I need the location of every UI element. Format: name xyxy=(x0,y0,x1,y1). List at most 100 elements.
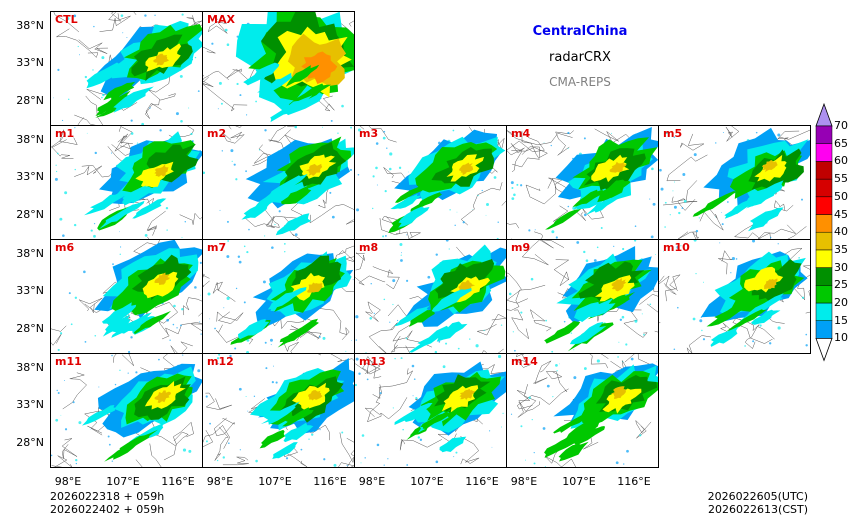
panel-label: m4 xyxy=(511,127,531,140)
radar-map xyxy=(51,126,202,239)
lat-tick-label: 38°N xyxy=(16,133,44,146)
panel-label: m9 xyxy=(511,241,531,254)
radar-map xyxy=(356,126,506,239)
variable-title: radarCRX xyxy=(549,50,611,65)
map-panel-m7: m7 xyxy=(202,239,355,354)
lon-tick-label: 98°E xyxy=(54,475,82,488)
colorbar-bin xyxy=(815,231,833,251)
lon-tick-label: 116°E xyxy=(313,475,347,488)
colorbar-level-label: 20 xyxy=(834,296,848,309)
valid-cst: 2026022613(CST) xyxy=(708,503,808,516)
lon-tick-label: 116°E xyxy=(617,475,651,488)
lon-tick-label: 107°E xyxy=(410,475,444,488)
lat-tick-label: 28°N xyxy=(16,94,44,107)
lat-tick-label: 28°N xyxy=(16,322,44,335)
map-panel-m5: m5 xyxy=(658,125,811,240)
map-panel-m14: m14 xyxy=(506,353,659,468)
colorbar-bin xyxy=(815,125,833,144)
colorbar-level-label: 15 xyxy=(834,313,848,327)
panel-label: CTL xyxy=(55,13,78,26)
map-panel-m1: m1 xyxy=(50,125,203,240)
radar-map xyxy=(53,12,202,125)
lat-tick-label: 33°N xyxy=(16,56,44,69)
radar-map xyxy=(659,240,810,353)
panel-label: m13 xyxy=(359,355,386,368)
init-time: 2026022318 + 059h 2026022402 + 059h xyxy=(50,490,164,516)
region-title: CentralChina xyxy=(532,24,628,39)
radar-map xyxy=(203,354,354,467)
colorbar-bin xyxy=(815,196,833,215)
colorbar-level-label: 10 xyxy=(834,331,848,345)
lat-tick-label: 38°N xyxy=(16,247,44,260)
radar-map xyxy=(659,126,810,239)
colorbar-level-label: 25 xyxy=(834,278,848,292)
valid-utc: 2026022605(UTC) xyxy=(707,490,808,503)
panel-label: MAX xyxy=(207,13,235,26)
lon-tick-label: 116°E xyxy=(161,475,195,488)
lat-tick-label: 33°N xyxy=(16,170,44,183)
init-line-2: 2026022402 + 059h xyxy=(50,503,165,516)
panel-label: m10 xyxy=(663,241,690,254)
map-panel-m2: m2 xyxy=(202,125,355,240)
lat-tick-label: 33°N xyxy=(16,398,44,411)
colorbar-bin xyxy=(815,143,833,162)
panel-label: m12 xyxy=(207,355,234,368)
lat-tick-label: 28°N xyxy=(16,436,44,449)
map-panel-m3: m3 xyxy=(354,125,507,240)
colorbar-graphic xyxy=(815,102,833,362)
radar-map xyxy=(203,240,354,353)
colorbar-level-label: 55 xyxy=(834,172,848,186)
radar-map xyxy=(507,240,658,353)
lon-tick-label: 107°E xyxy=(258,475,292,488)
lat-tick-label: 28°N xyxy=(16,208,44,221)
radar-map xyxy=(203,126,354,239)
radar-map xyxy=(51,354,202,467)
colorbar-bin xyxy=(815,320,833,339)
colorbar-level-label: 50 xyxy=(834,189,848,203)
radar-map xyxy=(355,354,506,466)
colorbar-level-label: 70 xyxy=(834,119,848,132)
colorbar-bin xyxy=(815,249,833,268)
map-panel-m4: m4 xyxy=(506,125,659,240)
panel-label: m1 xyxy=(55,127,75,140)
lat-tick-label: 33°N xyxy=(16,284,44,297)
radar-map xyxy=(507,127,658,239)
colorbar-bin xyxy=(815,214,833,233)
map-panel-ctl: CTL xyxy=(50,11,203,126)
colorbar-extend-max xyxy=(815,102,833,127)
radar-map xyxy=(355,240,506,353)
panel-label: m2 xyxy=(207,127,227,140)
colorbar-bin xyxy=(815,178,833,198)
colorbar-level-label: 65 xyxy=(834,136,848,150)
map-panel-m8: m8 xyxy=(354,239,507,354)
panel-label: m5 xyxy=(663,127,683,140)
map-panel-m10: m10 xyxy=(658,239,811,354)
lon-tick-label: 98°E xyxy=(358,475,386,488)
lat-tick-label: 38°N xyxy=(16,361,44,374)
radar-map xyxy=(51,240,202,353)
map-panel-m12: m12 xyxy=(202,353,355,468)
lat-tick-label: 38°N xyxy=(16,19,44,32)
lon-tick-label: 107°E xyxy=(562,475,596,488)
panel-label: m6 xyxy=(55,241,75,254)
colorbar-bin xyxy=(815,267,833,286)
panel-label: m7 xyxy=(207,241,227,254)
init-line-1: 2026022318 + 059h xyxy=(50,490,165,503)
colorbar-bin xyxy=(815,285,833,304)
lon-tick-label: 116°E xyxy=(465,475,499,488)
colorbar-level-label: 35 xyxy=(834,242,848,256)
colorbar-level-label: 45 xyxy=(834,207,848,221)
panel-label: m3 xyxy=(359,127,379,140)
map-panel-m13: m13 xyxy=(354,353,507,468)
map-panel-m9: m9 xyxy=(506,239,659,354)
map-panel-m11: m11 xyxy=(50,353,203,468)
valid-time: 2026022605(UTC) 2026022613(CST) xyxy=(694,490,808,516)
colorbar-level-label: 60 xyxy=(834,154,848,168)
model-title: CMA-REPS xyxy=(549,75,611,89)
lon-tick-label: 98°E xyxy=(206,475,234,488)
map-panel-max: MAX xyxy=(202,11,355,126)
colorbar-bin xyxy=(815,161,833,180)
colorbar-extend-min xyxy=(815,338,833,362)
lon-tick-label: 98°E xyxy=(510,475,538,488)
colorbar-bin xyxy=(815,302,833,321)
